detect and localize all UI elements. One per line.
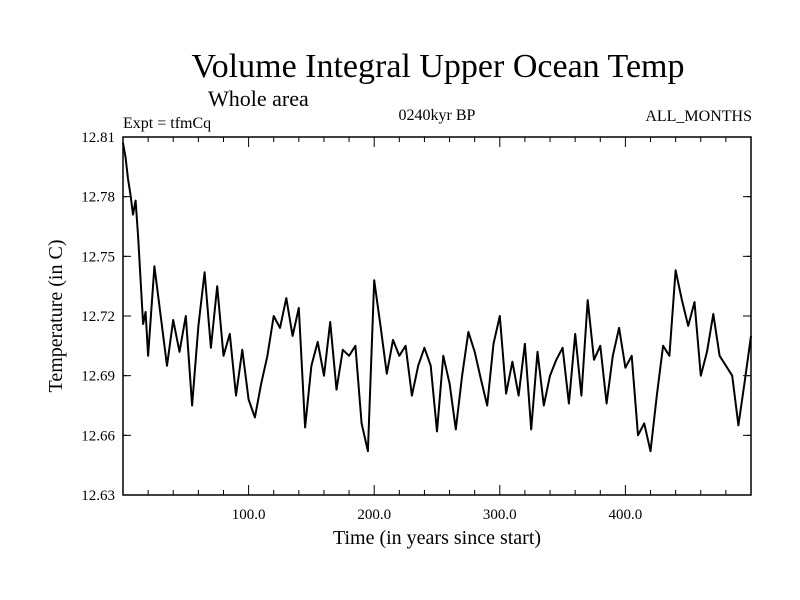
y-axis-label: Temperature (in C) [45, 240, 67, 393]
chart-title: Volume Integral Upper Ocean Temp [192, 48, 685, 85]
months-label: ALL_MONTHS [645, 108, 752, 125]
y-tick-label: 12.63 [81, 488, 115, 504]
y-tick-label: 12.78 [81, 190, 115, 206]
y-axis: 12.63 12.66 12.69 12.72 12.75 12.78 12.81 [81, 130, 751, 504]
x-axis: 100.0 200.0 300.0 400.0 [147, 137, 727, 523]
x-tick-label: 300.0 [483, 507, 517, 523]
period-label: 0240kyr BP [399, 107, 476, 124]
x-tick-label: 200.0 [357, 507, 391, 523]
chart-subtitle: Whole area [208, 86, 309, 111]
y-tick-label: 12.72 [81, 309, 115, 325]
experiment-label: Expt = tfmCq [123, 115, 211, 132]
y-tick-label: 12.69 [81, 369, 115, 385]
plot-frame [122, 136, 752, 496]
x-tick-label: 400.0 [609, 507, 643, 523]
series-group [122, 142, 752, 453]
y-tick-label: 12.75 [81, 249, 115, 265]
x-tick-label: 100.0 [232, 507, 266, 523]
y-tick-label: 12.66 [81, 428, 115, 444]
x-axis-label: Time (in years since start) [333, 527, 541, 549]
series-line [122, 142, 752, 453]
y-tick-label: 12.81 [81, 130, 115, 146]
